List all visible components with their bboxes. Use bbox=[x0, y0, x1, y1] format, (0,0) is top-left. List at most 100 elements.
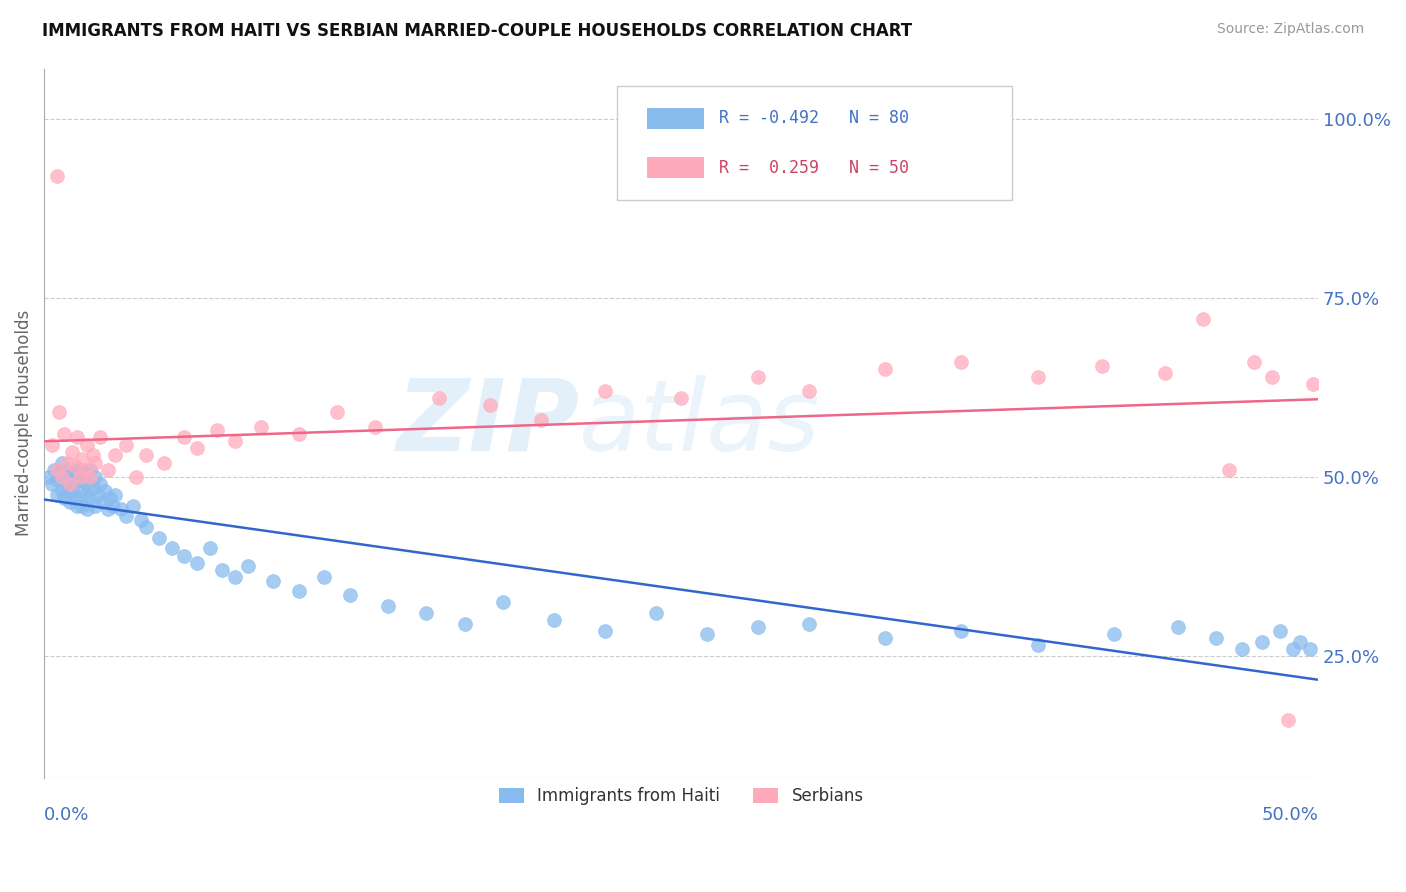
FancyBboxPatch shape bbox=[617, 87, 1012, 200]
Point bbox=[198, 541, 221, 556]
Point bbox=[224, 570, 246, 584]
Point bbox=[56, 456, 79, 470]
Point bbox=[60, 444, 83, 458]
Point bbox=[135, 448, 157, 462]
Point bbox=[86, 488, 108, 502]
Point bbox=[114, 509, 136, 524]
Point bbox=[1090, 359, 1112, 373]
Point bbox=[262, 574, 284, 588]
Text: R = -0.492   N = 80: R = -0.492 N = 80 bbox=[720, 109, 910, 128]
Point bbox=[45, 169, 67, 183]
Point bbox=[94, 484, 117, 499]
Point bbox=[186, 441, 208, 455]
Point bbox=[530, 412, 553, 426]
Point bbox=[60, 484, 83, 499]
Point bbox=[1302, 376, 1324, 391]
Point bbox=[224, 434, 246, 448]
Point bbox=[69, 470, 91, 484]
Point bbox=[53, 470, 76, 484]
Point bbox=[669, 391, 692, 405]
Point bbox=[129, 513, 152, 527]
Point bbox=[114, 437, 136, 451]
Point bbox=[207, 423, 229, 437]
Point bbox=[453, 616, 475, 631]
Text: Source: ZipAtlas.com: Source: ZipAtlas.com bbox=[1216, 22, 1364, 37]
Point bbox=[873, 362, 896, 376]
Text: atlas: atlas bbox=[579, 375, 821, 472]
Point bbox=[76, 437, 98, 451]
Point bbox=[38, 470, 60, 484]
Point bbox=[543, 613, 565, 627]
Point bbox=[79, 470, 101, 484]
Point bbox=[135, 520, 157, 534]
Point bbox=[89, 430, 111, 444]
Point bbox=[56, 481, 79, 495]
Point bbox=[41, 437, 63, 451]
Point bbox=[1167, 620, 1189, 634]
Point bbox=[58, 495, 80, 509]
Point bbox=[79, 491, 101, 506]
Point bbox=[89, 477, 111, 491]
Point bbox=[125, 470, 148, 484]
Point bbox=[1268, 624, 1291, 638]
Point bbox=[644, 606, 666, 620]
Point bbox=[288, 426, 311, 441]
Text: IMMIGRANTS FROM HAITI VS SERBIAN MARRIED-COUPLE HOUSEHOLDS CORRELATION CHART: IMMIGRANTS FROM HAITI VS SERBIAN MARRIED… bbox=[42, 22, 912, 40]
Point bbox=[1261, 369, 1284, 384]
Point bbox=[63, 491, 86, 506]
Point bbox=[82, 448, 104, 462]
Point bbox=[1192, 312, 1215, 326]
Point bbox=[45, 488, 67, 502]
Point bbox=[364, 419, 387, 434]
Point bbox=[173, 430, 195, 444]
Point bbox=[45, 463, 67, 477]
Point bbox=[593, 624, 616, 638]
Point bbox=[1154, 366, 1177, 380]
Point bbox=[186, 556, 208, 570]
Point bbox=[63, 459, 86, 474]
Point bbox=[110, 502, 132, 516]
Point bbox=[153, 456, 176, 470]
Point bbox=[66, 430, 89, 444]
Point bbox=[104, 448, 127, 462]
Point bbox=[288, 584, 311, 599]
Point bbox=[76, 477, 98, 491]
Point bbox=[79, 463, 101, 477]
Point bbox=[1277, 714, 1299, 728]
Point bbox=[84, 456, 107, 470]
Point bbox=[82, 481, 104, 495]
Point bbox=[173, 549, 195, 563]
Text: 0.0%: 0.0% bbox=[44, 806, 90, 824]
Point bbox=[48, 467, 70, 481]
Point bbox=[339, 588, 361, 602]
Point bbox=[91, 495, 114, 509]
Point bbox=[427, 391, 450, 405]
Point bbox=[73, 463, 96, 477]
Point bbox=[60, 467, 83, 481]
Point bbox=[236, 559, 259, 574]
Point bbox=[51, 484, 73, 499]
Point bbox=[1230, 641, 1253, 656]
Point bbox=[101, 499, 124, 513]
Point bbox=[326, 405, 349, 419]
Point bbox=[797, 616, 820, 631]
Point bbox=[1289, 634, 1312, 648]
Point bbox=[48, 405, 70, 419]
Point bbox=[492, 595, 515, 609]
Y-axis label: Married-couple Households: Married-couple Households bbox=[15, 310, 32, 536]
Point bbox=[747, 369, 769, 384]
Point bbox=[63, 463, 86, 477]
Text: R =  0.259   N = 50: R = 0.259 N = 50 bbox=[720, 159, 910, 177]
Point bbox=[1104, 627, 1126, 641]
Point bbox=[1299, 641, 1322, 656]
Point bbox=[56, 463, 79, 477]
Point bbox=[44, 463, 66, 477]
Point bbox=[122, 499, 145, 513]
Point bbox=[747, 620, 769, 634]
Point bbox=[73, 467, 96, 481]
Point bbox=[797, 384, 820, 398]
Point bbox=[696, 627, 718, 641]
Point bbox=[66, 499, 89, 513]
Point bbox=[479, 398, 502, 412]
Point bbox=[314, 570, 336, 584]
